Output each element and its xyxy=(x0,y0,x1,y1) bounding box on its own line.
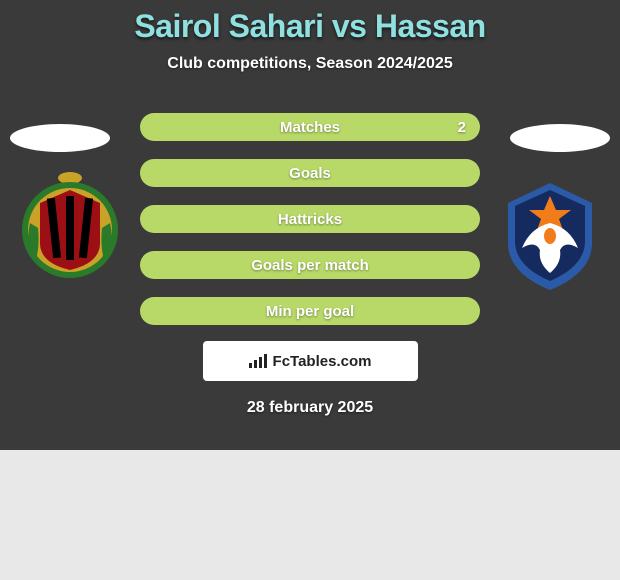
player-left-oval xyxy=(10,124,110,152)
chart-icon xyxy=(249,354,267,368)
stat-label: Matches xyxy=(280,119,340,136)
bird-badge-icon xyxy=(500,178,600,293)
stat-row-hattricks: Hattricks xyxy=(140,205,480,233)
subtitle: Club competitions, Season 2024/2025 xyxy=(167,55,452,73)
team-badge-left xyxy=(20,168,120,283)
shield-badge-icon xyxy=(20,168,120,283)
comparison-card: Sairol Sahari vs Hassan Club competition… xyxy=(0,0,620,450)
stat-label: Goals per match xyxy=(251,257,369,274)
attribution-text: FcTables.com xyxy=(273,353,372,370)
stat-label: Hattricks xyxy=(278,211,342,228)
stat-label: Min per goal xyxy=(266,303,354,320)
stat-row-goals: Goals xyxy=(140,159,480,187)
stat-label: Goals xyxy=(289,165,331,182)
attribution-badge: FcTables.com xyxy=(203,341,418,381)
team-badge-right xyxy=(500,178,600,293)
stat-value: 2 xyxy=(458,119,466,136)
stat-row-mpg: Min per goal xyxy=(140,297,480,325)
player-right-oval xyxy=(510,124,610,152)
stat-row-gpm: Goals per match xyxy=(140,251,480,279)
stat-row-matches: Matches 2 xyxy=(140,113,480,141)
stats-container: Matches 2 Goals Hattricks Goals per matc… xyxy=(140,113,480,325)
date-label: 28 february 2025 xyxy=(247,399,373,417)
page-title: Sairol Sahari vs Hassan xyxy=(134,8,485,45)
